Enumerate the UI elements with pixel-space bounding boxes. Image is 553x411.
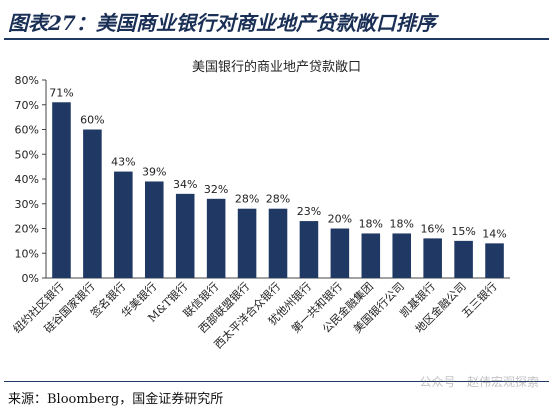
figure-title: 图表27：美国商业银行对商业地产贷款敞口排序 bbox=[8, 11, 436, 35]
bar bbox=[144, 181, 164, 278]
footer-divider bbox=[4, 381, 549, 382]
bar bbox=[268, 208, 288, 278]
source-note: 来源：Bloomberg，国金证券研究所 bbox=[8, 392, 224, 407]
y-tick-label: 70% bbox=[15, 99, 39, 112]
bar-value-label: 16% bbox=[420, 222, 444, 235]
bar-value-label: 20% bbox=[328, 213, 352, 226]
header-divider bbox=[4, 38, 549, 40]
bar-value-label: 15% bbox=[451, 225, 475, 238]
bar bbox=[175, 193, 195, 278]
bar bbox=[330, 228, 350, 278]
bar-value-label: 28% bbox=[266, 193, 290, 206]
bar-value-label: 43% bbox=[111, 156, 135, 169]
bar bbox=[423, 238, 442, 278]
bar bbox=[114, 171, 133, 278]
bar bbox=[485, 243, 504, 278]
bar-value-label: 32% bbox=[204, 183, 228, 196]
watermark: 公众号 · 赵伟宏观探索 bbox=[419, 375, 539, 389]
bar-value-label: 34% bbox=[173, 178, 197, 191]
bar-value-label: 39% bbox=[142, 165, 166, 178]
bar-value-label: 18% bbox=[359, 217, 383, 230]
bar-value-label: 18% bbox=[390, 217, 414, 230]
bar bbox=[206, 198, 226, 278]
y-tick-label: 60% bbox=[15, 124, 39, 137]
bar-value-label: 60% bbox=[80, 114, 104, 127]
y-tick-label: 20% bbox=[15, 223, 39, 236]
bar bbox=[361, 233, 381, 278]
bar-chart: 0%10%20%30%40%50%60%70%80%71%纽约社区银行60%硅谷… bbox=[10, 74, 510, 351]
y-tick-label: 10% bbox=[15, 247, 39, 260]
bar bbox=[237, 208, 257, 278]
y-tick-label: 80% bbox=[15, 74, 39, 87]
bar-value-label: 23% bbox=[297, 205, 321, 218]
bar-value-label: 71% bbox=[49, 86, 73, 99]
bar bbox=[83, 129, 102, 278]
chart-title: 美国银行的商业地产贷款敞口 bbox=[191, 60, 361, 75]
bar bbox=[299, 221, 319, 278]
figure-header: 图表27：美国商业银行对商业地产贷款敞口排序 bbox=[0, 0, 553, 40]
y-tick-label: 30% bbox=[15, 198, 39, 211]
y-tick-label: 50% bbox=[15, 148, 39, 161]
bar bbox=[454, 240, 473, 278]
bar bbox=[392, 233, 412, 278]
bar-value-label: 14% bbox=[482, 227, 506, 240]
y-tick-label: 0% bbox=[22, 272, 39, 285]
bar-value-label: 28% bbox=[235, 193, 259, 206]
bar bbox=[52, 102, 71, 279]
y-tick-label: 40% bbox=[15, 173, 39, 186]
